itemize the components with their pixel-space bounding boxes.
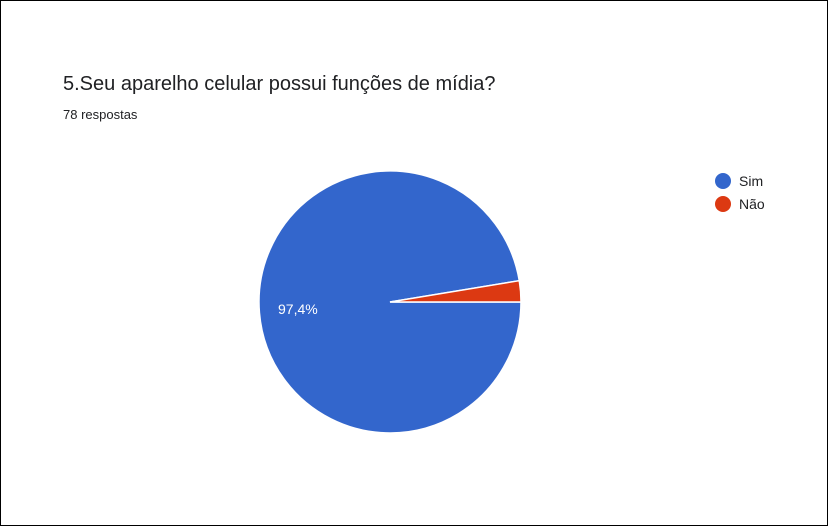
legend-swatch-nao xyxy=(715,196,731,212)
legend-item-sim[interactable]: Sim xyxy=(715,171,765,191)
chart-title: 5.Seu aparelho celular possui funções de… xyxy=(63,73,496,95)
legend-swatch-sim xyxy=(715,173,731,189)
legend-label-sim: Sim xyxy=(739,173,764,189)
pie-slice-nao[interactable] xyxy=(389,279,522,303)
pie-slice-sim[interactable] xyxy=(258,170,522,434)
legend-label-nao: Não xyxy=(739,196,765,212)
chart-legend: Sim Não xyxy=(715,171,765,217)
legend-item-nao[interactable]: Não xyxy=(715,194,765,214)
pie-data-label: 97,4% xyxy=(278,301,318,317)
response-count: 78 respostas xyxy=(63,107,138,122)
